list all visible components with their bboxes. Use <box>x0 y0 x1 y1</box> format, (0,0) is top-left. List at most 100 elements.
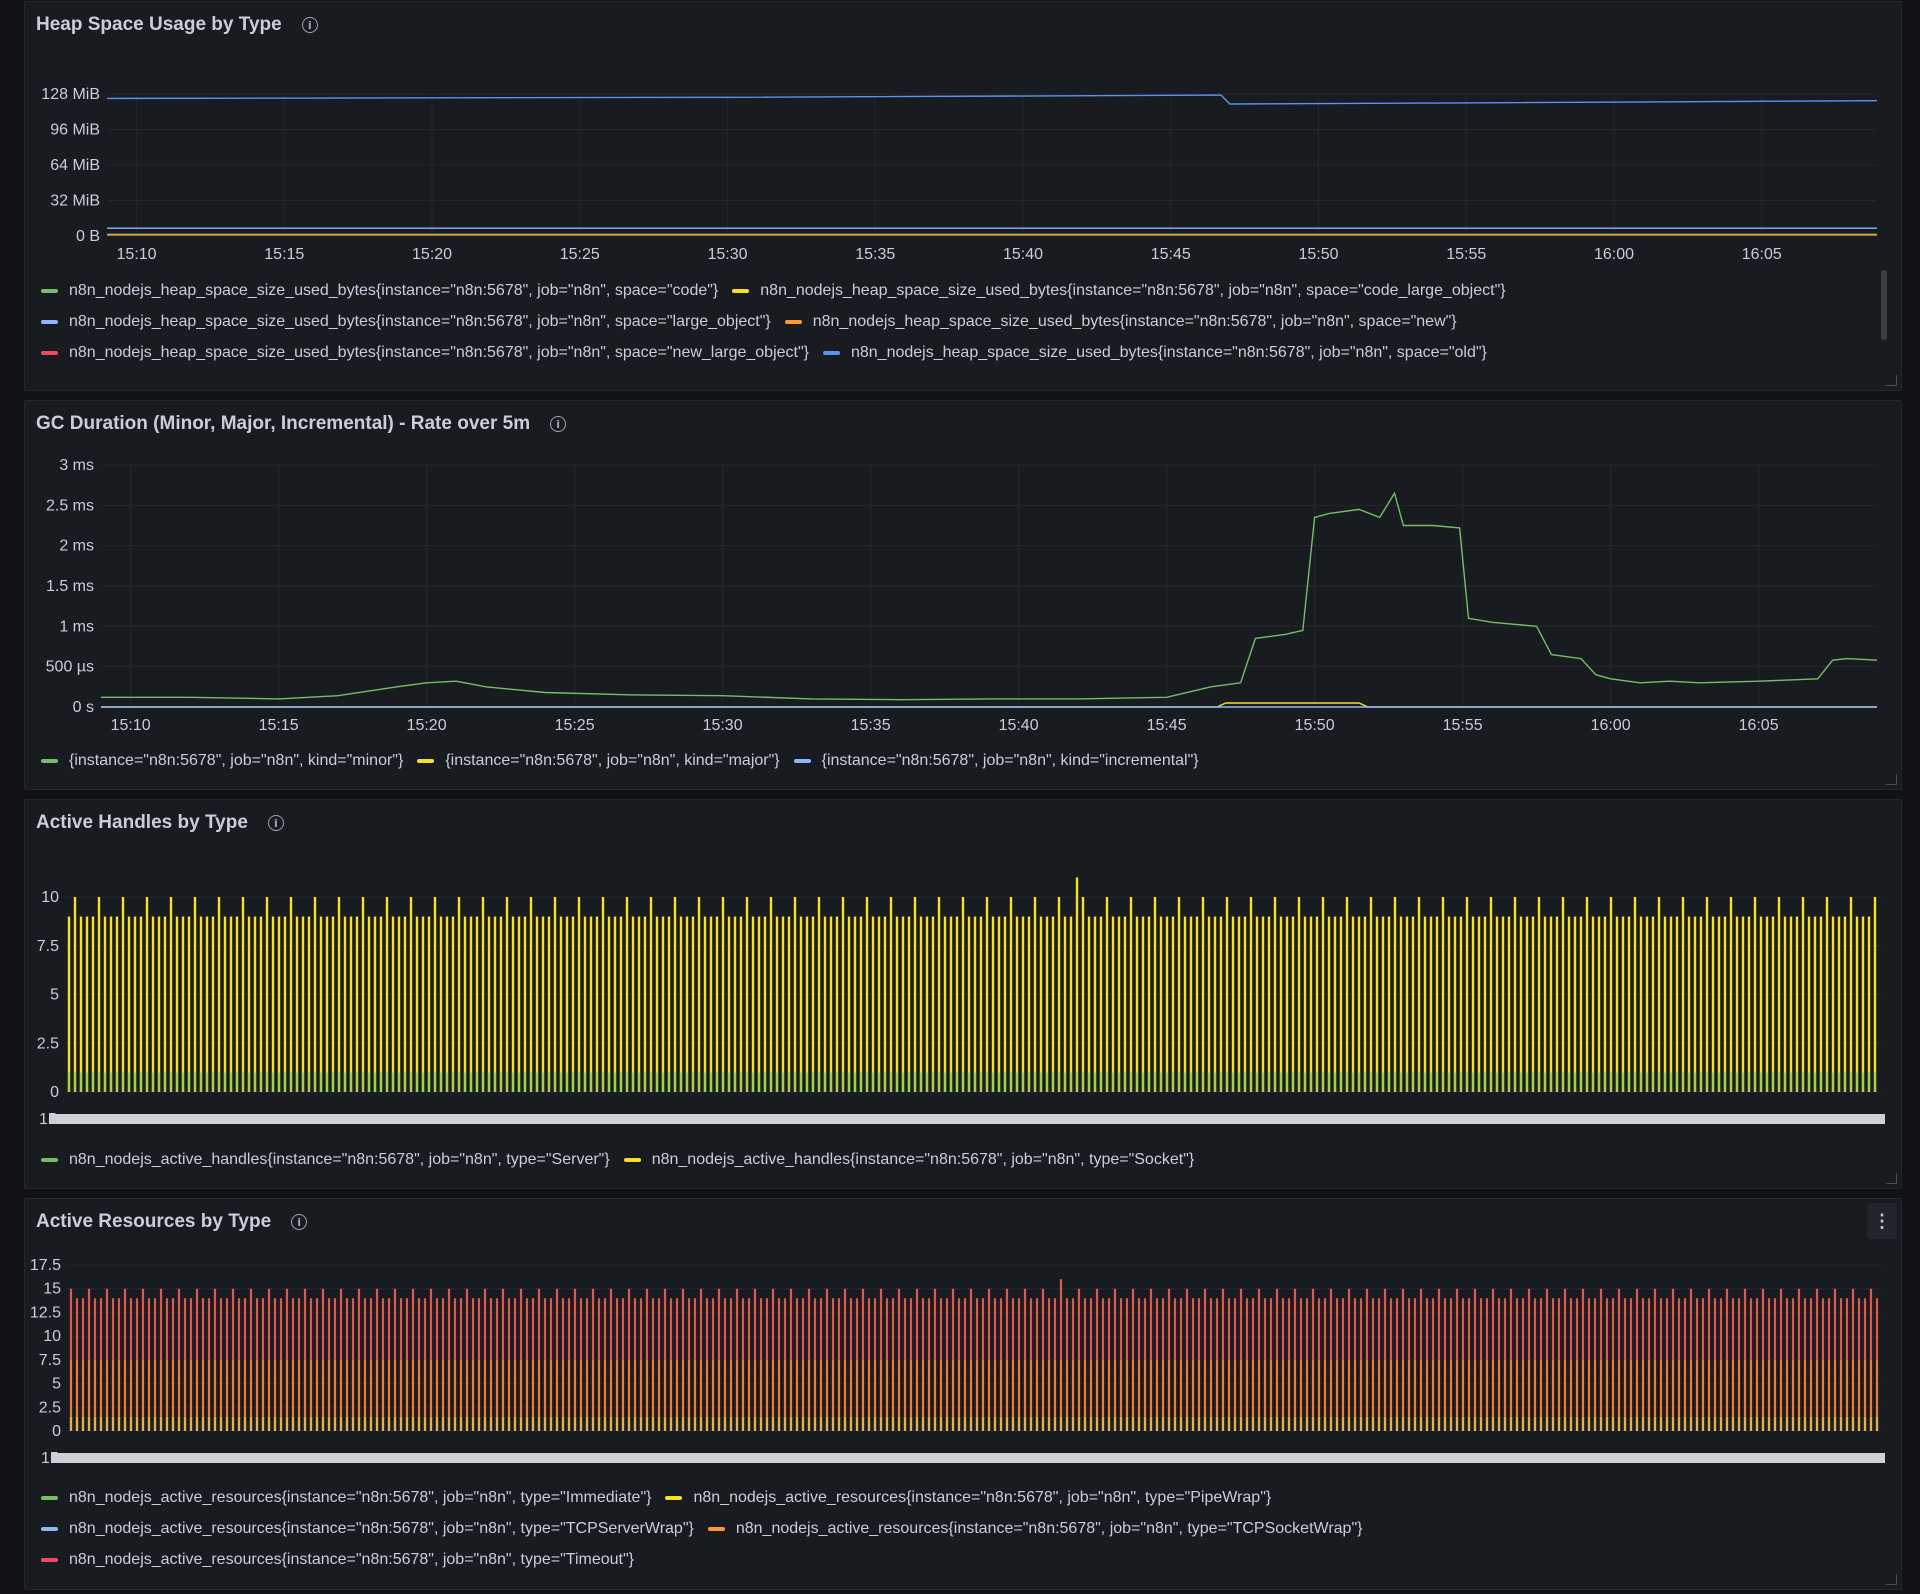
heap-space-title: Heap Space Usage by Type <box>36 14 282 35</box>
legend-row: {instance="n8n:5678", job="n8n", kind="m… <box>41 745 1199 776</box>
resize-handle-icon[interactable] <box>1886 1173 1897 1184</box>
info-icon[interactable]: i <box>301 17 318 33</box>
y-tick-label: 2.5 <box>39 1399 61 1416</box>
legend-swatch <box>665 1495 683 1500</box>
panel-title: Active Handles by Type i <box>36 812 284 834</box>
x-tick-label: 15:55 <box>1446 246 1486 263</box>
legend-swatch <box>707 1526 725 1531</box>
x-tick-label: 16:00 <box>1591 717 1631 734</box>
legend-item[interactable]: n8n_nodejs_active_resources{instance="n8… <box>707 1520 1362 1538</box>
legend-swatch <box>41 758 58 763</box>
x-tick-label: 15:45 <box>1151 246 1191 263</box>
x-tick-label: 15:45 <box>1147 717 1187 734</box>
x-tick-label: 15:20 <box>412 246 452 263</box>
legend-row: n8n_nodejs_active_handles{instance="n8n:… <box>41 1144 1194 1175</box>
active-handles-chart[interactable]: 0 2.5 5 7.5 10 15 <box>25 800 1901 1140</box>
legend-item[interactable]: n8n_nodejs_heap_space_size_used_bytes{in… <box>784 313 1457 331</box>
gc-duration-chart[interactable]: 0 s 500 µs 1 ms 1.5 ms 2 ms 2.5 ms 3 ms 15:10 15… <box>25 401 1901 741</box>
legend-row: n8n_nodejs_active_resources{instance="n8… <box>41 1482 1362 1513</box>
legend-row: n8n_nodejs_active_resources{instance="n8… <box>41 1513 1362 1544</box>
panel-title: Heap Space Usage by Type i <box>36 14 318 36</box>
info-icon[interactable]: i <box>291 1214 308 1230</box>
legend-label: n8n_nodejs_heap_space_size_used_bytes{in… <box>69 312 771 330</box>
heap-space-chart[interactable]: 0 B 32 MiB 64 MiB 96 MiB 128 MiB 15:10 15:15 15… <box>25 2 1901 272</box>
y-tick-label: 500 µs <box>46 659 94 676</box>
legend-row: n8n_nodejs_heap_space_size_used_bytes{in… <box>41 337 1506 368</box>
legend-item[interactable]: n8n_nodejs_active_handles{instance="n8n:… <box>41 1151 610 1169</box>
legend-swatch <box>41 1557 58 1562</box>
y-tick-label: 7.5 <box>37 938 59 955</box>
legend-swatch <box>41 288 58 293</box>
active-handles-panel: Active Handles by Type i 0 2.5 5 7.5 10 15 n8… <box>24 799 1902 1189</box>
y-tick-label: 0 <box>52 1423 61 1440</box>
legend-scrollbar[interactable] <box>1881 270 1887 340</box>
legend-swatch <box>793 758 811 763</box>
y-tick-label: 96 MiB <box>50 122 100 139</box>
y-tick-label: 1.5 ms <box>46 578 94 595</box>
legend-label: n8n_nodejs_heap_space_size_used_bytes{in… <box>69 343 809 361</box>
heap-space-panel: Heap Space Usage by Type i 0 B 32 MiB 64 M… <box>24 1 1902 391</box>
legend-swatch <box>41 1495 58 1500</box>
legend-swatch <box>41 350 58 355</box>
panel-title: Active Resources by Type i <box>36 1211 308 1233</box>
panel-title: GC Duration (Minor, Major, Incremental) … <box>36 413 567 435</box>
legend-item[interactable]: {instance="n8n:5678", job="n8n", kind="m… <box>41 752 403 770</box>
y-tick-label: 64 MiB <box>50 157 100 174</box>
y-tick-label: 17.5 <box>30 1257 61 1274</box>
legend-item[interactable]: n8n_nodejs_active_resources{instance="n8… <box>41 1551 634 1569</box>
legend-swatch <box>822 350 840 355</box>
gc-duration-title: GC Duration (Minor, Major, Incremental) … <box>36 413 531 434</box>
x-tick-label: 15:20 <box>407 717 447 734</box>
legend-swatch <box>41 1157 58 1162</box>
y-tick-label: 7.5 <box>39 1352 61 1369</box>
x-tick-label: 15:25 <box>555 717 595 734</box>
y-tick-label: 15 <box>43 1281 61 1298</box>
legend-item[interactable]: n8n_nodejs_heap_space_size_used_bytes{in… <box>41 344 809 362</box>
active-handles-title: Active Handles by Type <box>36 812 248 833</box>
legend: n8n_nodejs_active_resources{instance="n8… <box>41 1482 1362 1575</box>
x-tick-label: 15:50 <box>1298 246 1338 263</box>
x-tick-label: 15:40 <box>999 717 1039 734</box>
panel-menu-button[interactable]: ⋮ <box>1867 1203 1897 1239</box>
legend-item[interactable]: n8n_nodejs_heap_space_size_used_bytes{in… <box>41 313 771 331</box>
resize-handle-icon[interactable] <box>1886 774 1897 785</box>
x-tick-label: 16:05 <box>1742 246 1782 263</box>
y-tick-label: 1 ms <box>59 618 94 635</box>
legend-row: n8n_nodejs_active_resources{instance="n8… <box>41 1544 1362 1575</box>
x-tick-label: 15:15 <box>259 717 299 734</box>
x-tick-label: 15:30 <box>703 717 743 734</box>
legend-item[interactable]: n8n_nodejs_active_resources{instance="n8… <box>665 1489 1271 1507</box>
legend-row: n8n_nodejs_heap_space_size_used_bytes{in… <box>41 275 1506 306</box>
resize-handle-icon[interactable] <box>1886 375 1897 386</box>
gc-duration-panel: GC Duration (Minor, Major, Incremental) … <box>24 400 1902 790</box>
info-icon[interactable]: i <box>550 416 567 432</box>
x-tick-label: 15:10 <box>111 717 151 734</box>
info-icon[interactable]: i <box>267 815 284 831</box>
legend-swatch <box>41 1526 58 1531</box>
legend-item[interactable]: {instance="n8n:5678", job="n8n", kind="i… <box>793 752 1199 770</box>
active-resources-panel: Active Resources by Type i ⋮ 0 2.5 5 7.5 10 1… <box>24 1198 1902 1590</box>
legend-item[interactable]: n8n_nodejs_heap_space_size_used_bytes{in… <box>732 281 1506 300</box>
x-tick-label: 15:15 <box>264 246 304 263</box>
y-tick-label: 2.5 <box>37 1035 59 1052</box>
legend-label: n8n_nodejs_heap_space_size_used_bytes{in… <box>760 281 1506 299</box>
y-tick-label: 12.5 <box>30 1304 61 1321</box>
legend-item[interactable]: n8n_nodejs_active_resources{instance="n8… <box>41 1520 694 1538</box>
legend-label: {instance="n8n:5678", job="n8n", kind="m… <box>69 751 404 769</box>
y-tick-label: 10 <box>41 889 59 906</box>
y-tick-label: 0 s <box>73 699 94 716</box>
active-resources-chart[interactable]: 0 2.5 5 7.5 10 12.5 15 17.5 15 <box>25 1199 1901 1479</box>
resize-handle-icon[interactable] <box>1886 1574 1897 1585</box>
legend-item[interactable]: {instance="n8n:5678", job="n8n", kind="m… <box>417 752 780 770</box>
legend-label: n8n_nodejs_active_handles{instance="n8n:… <box>651 1150 1195 1168</box>
legend-item[interactable]: n8n_nodejs_heap_space_size_used_bytes{in… <box>822 344 1487 362</box>
legend-item[interactable]: n8n_nodejs_heap_space_size_used_bytes{in… <box>41 282 718 300</box>
x-tick-label: 15:35 <box>855 246 895 263</box>
legend-swatch <box>784 319 802 324</box>
legend-label: n8n_nodejs_active_resources{instance="n8… <box>69 1519 694 1537</box>
legend-item[interactable]: n8n_nodejs_active_handles{instance="n8n:… <box>623 1150 1195 1169</box>
y-tick-label: 5 <box>50 987 59 1004</box>
legend-swatch <box>417 758 435 763</box>
y-tick-label: 0 <box>50 1084 59 1101</box>
legend-item[interactable]: n8n_nodejs_active_resources{instance="n8… <box>41 1489 651 1507</box>
